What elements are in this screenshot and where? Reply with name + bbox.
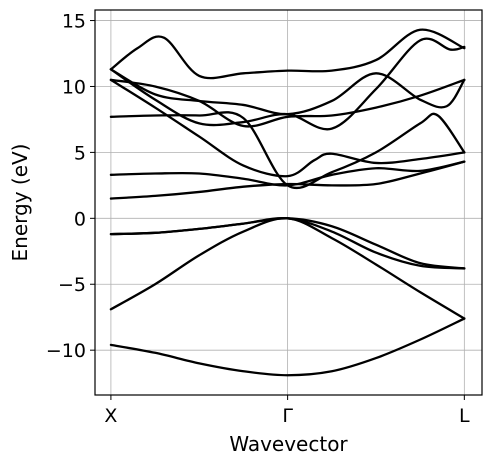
band-line-7 [109, 78, 466, 178]
x-axis-label: Wavevector [229, 432, 348, 456]
y-tick-label: 10 [62, 76, 86, 98]
x-tick-label: X [104, 405, 117, 427]
band-line-12 [109, 68, 466, 116]
band-lines [109, 28, 466, 377]
plot-frame [94, 9, 483, 396]
band-line-10 [109, 37, 466, 131]
y-tick-label: 0 [74, 208, 86, 230]
y-axis-label: Energy (eV) [8, 144, 32, 262]
y-tick-label: −5 [58, 274, 86, 296]
band-line-4 [109, 217, 466, 270]
band-line-11 [109, 28, 466, 80]
x-tick-label: Γ [282, 405, 293, 427]
band-line-1 [109, 317, 466, 377]
y-tick-label: −10 [46, 340, 86, 362]
x-tick-label: L [459, 405, 470, 427]
y-ticks: −10 −5 0 5 10 15 [46, 11, 95, 362]
y-tick-label: 5 [74, 142, 86, 164]
band-line-9 [109, 78, 466, 128]
y-tick-label: 15 [62, 11, 86, 33]
